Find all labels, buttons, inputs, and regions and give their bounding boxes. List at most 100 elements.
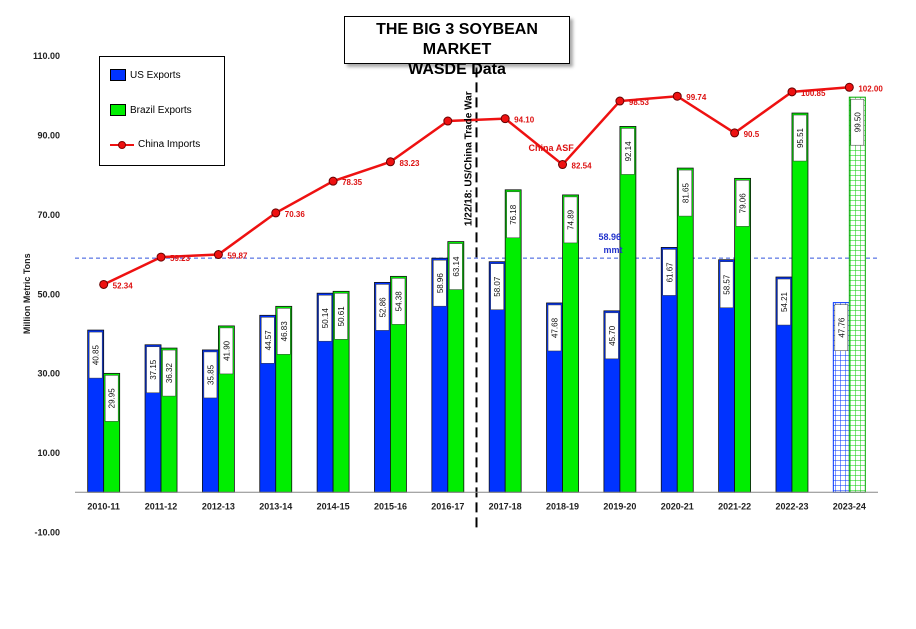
china-imports-point <box>730 128 740 138</box>
us-bar-label: 54.21 <box>780 291 789 312</box>
us-bar-label: 35.85 <box>206 364 215 385</box>
china-imports-label: 94.10 <box>514 116 535 125</box>
china-imports-label: 78.35 <box>342 178 363 187</box>
us-bar-label-box <box>605 312 619 360</box>
us-bar-label: 58.07 <box>493 276 502 297</box>
brazil-bar-label-box <box>735 180 750 227</box>
y-tick-label: 90.00 <box>37 130 60 140</box>
y-tick-label: 110.00 <box>33 51 60 61</box>
china-imports-point <box>443 116 453 126</box>
gridlines <box>75 67 878 532</box>
china-imports-polyline <box>103 86 850 286</box>
chart-title: THE BIG 3 SOYBEAN MARKET WASDE Data <box>344 16 570 78</box>
brazil-bar <box>676 167 694 493</box>
us-bar-label-box <box>375 284 390 331</box>
us-bar-label: 58.96 <box>436 273 445 294</box>
china-imports-line <box>99 82 854 289</box>
legend-item-china-imports: China Imports <box>110 139 200 150</box>
china-imports-point <box>213 250 223 260</box>
brazil-bar <box>619 126 637 493</box>
us-bar-label: 45.70 <box>608 325 617 346</box>
brazil-bar-label-box <box>162 349 176 397</box>
brazil-bar-label: 95.51 <box>796 127 805 148</box>
china-imports-point <box>99 279 109 289</box>
reference-line-value: 58.96 <box>599 232 622 242</box>
china-imports-point <box>328 176 338 186</box>
y-tick-label: 70.00 <box>37 210 60 220</box>
brazil-bar-label-box <box>104 375 119 422</box>
y-tick-label: -10.00 <box>34 528 60 538</box>
china-imports-point <box>787 87 797 97</box>
brazil-bar-label: 41.90 <box>222 340 231 361</box>
china-imports-label: 100.85 <box>801 89 826 98</box>
brazil-bar-label: 54.38 <box>394 291 403 312</box>
legend-swatch-us <box>110 69 126 81</box>
legend-item-brazil-exports: Brazil Exports <box>110 104 192 116</box>
brazil-bar-label: 92.14 <box>624 141 633 162</box>
brazil-bar <box>791 112 809 493</box>
china-imports-label: 52.34 <box>113 281 134 290</box>
china-imports-label: 83.23 <box>399 159 420 168</box>
brazil-bar-label-box <box>506 191 520 239</box>
us-bar-label: 50.14 <box>321 308 330 329</box>
china-imports-point <box>385 157 395 167</box>
china-imports-label: 70.36 <box>285 210 306 219</box>
us-bar-label: 61.67 <box>665 262 674 283</box>
us-bar-label-box <box>203 351 218 399</box>
brazil-bar-label-box <box>334 293 348 340</box>
brazil-bar-label: 79.06 <box>739 193 748 214</box>
us-bar-label-box <box>433 259 447 307</box>
us-bar-label: 47.76 <box>837 317 846 338</box>
brazil-bar-label: 63.14 <box>452 256 461 277</box>
china-imports-point <box>156 252 166 262</box>
china-imports-point <box>558 160 568 170</box>
china-imports-point <box>844 82 854 92</box>
x-tick-label: 2013-14 <box>259 501 292 511</box>
brazil-bar-label-box <box>391 278 406 325</box>
us-bar-label: 58.57 <box>723 274 732 295</box>
y-axis-title: Million Metric Tons <box>22 253 32 334</box>
brazil-bar-label: 76.18 <box>509 204 518 225</box>
brazil-bar-label-box <box>678 169 692 217</box>
brazil-bar-label-box <box>277 308 291 355</box>
brazil-bar-label-box <box>793 114 807 162</box>
us-bar-label-box <box>834 304 849 351</box>
brazil-bar-label-box <box>563 196 578 244</box>
legend-swatch-china <box>110 140 134 149</box>
brazil-bar-label-box <box>449 243 463 290</box>
china-imports-label: 99.74 <box>686 93 707 102</box>
china-imports-point <box>672 91 682 101</box>
china-imports-label: 59.87 <box>227 252 248 261</box>
reference-line-unit: mmt <box>604 245 623 255</box>
brazil-bar-label-box <box>850 98 865 146</box>
x-tick-label: 2016-17 <box>431 501 464 511</box>
y-tick-label: 50.00 <box>37 289 60 299</box>
china-asf-annotation: China ASF <box>529 143 575 153</box>
china-imports-label: 102.00 <box>858 84 883 93</box>
chart-title-line2: WASDE Data <box>408 61 506 78</box>
x-tick-label: 2018-19 <box>546 501 579 511</box>
brazil-bar-label: 36.32 <box>165 363 174 384</box>
brazil-bar-label: 29.95 <box>108 388 117 409</box>
brazil-bar-label: 99.50 <box>853 112 862 133</box>
us-bar-label-box <box>261 317 275 364</box>
x-tick-label: 2012-13 <box>202 501 235 511</box>
brazil-bar <box>848 96 866 493</box>
legend-label-brazil: Brazil Exports <box>130 104 192 116</box>
chart-title-line1: THE BIG 3 SOYBEAN MARKET <box>376 21 538 58</box>
brazil-bar-label: 46.83 <box>280 321 289 342</box>
china-imports-point <box>615 96 625 106</box>
axes: 110.00 90.00 70.00 50.00 30.00 10.00 -10.00 Mil… <box>22 51 878 538</box>
brazil-bar-label-box <box>219 327 234 375</box>
brazil-bar-label-box <box>621 128 635 175</box>
x-tick-label: 2011-12 <box>145 501 178 511</box>
x-tick-label: 2022-23 <box>775 501 808 511</box>
china-imports-point <box>500 114 510 124</box>
x-tick-label: 2023-24 <box>833 501 866 511</box>
x-tick-label: 2019-20 <box>603 501 636 511</box>
us-bar-label-box <box>777 278 791 326</box>
us-bar-label: 40.85 <box>92 345 101 366</box>
us-bar-label: 37.15 <box>149 359 158 380</box>
china-imports-label: 98.53 <box>629 98 650 107</box>
